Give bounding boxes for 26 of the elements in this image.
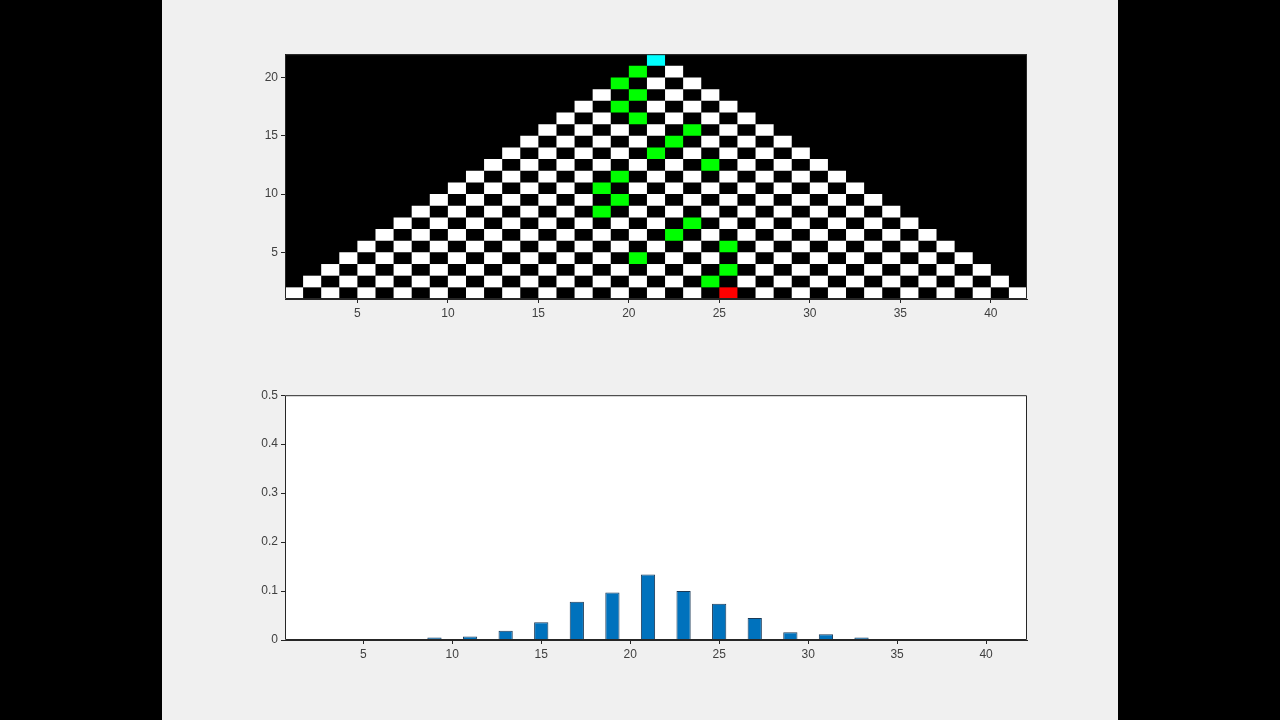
x-tick-label: 25	[712, 305, 727, 320]
x-tick-label: 40	[979, 646, 994, 661]
x-tick-label: 30	[803, 305, 817, 320]
y-tick-label: 0.5	[261, 387, 279, 402]
x-tick-label: 30	[801, 646, 816, 661]
x-tick-label: 35	[893, 305, 908, 320]
y-tick-label: 5	[271, 244, 279, 259]
x-tick-label: 25	[712, 646, 727, 661]
y-tick-label: 0.2	[261, 534, 279, 549]
x-tick-label: 40	[984, 305, 998, 320]
x-tick-label: 10	[445, 646, 460, 661]
x-tick-label: 10	[441, 305, 455, 320]
y-tick-label: 10	[264, 186, 279, 201]
x-tick-label: 5	[354, 305, 362, 320]
y-tick-label: 0.4	[261, 436, 279, 451]
x-tick-label: 20	[622, 305, 636, 320]
x-tick-label: 15	[531, 305, 546, 320]
y-tick-label: 15	[264, 128, 279, 143]
x-tick-label: 15	[534, 646, 549, 661]
y-tick-label: 0.1	[261, 583, 279, 598]
y-tick-label: 20	[264, 69, 279, 84]
x-tick-label: 5	[359, 646, 367, 661]
x-tick-label: 35	[890, 646, 905, 661]
y-tick-label: 0.3	[261, 485, 279, 500]
x-tick-label: 20	[623, 646, 638, 661]
y-tick-label: 0	[271, 632, 279, 647]
